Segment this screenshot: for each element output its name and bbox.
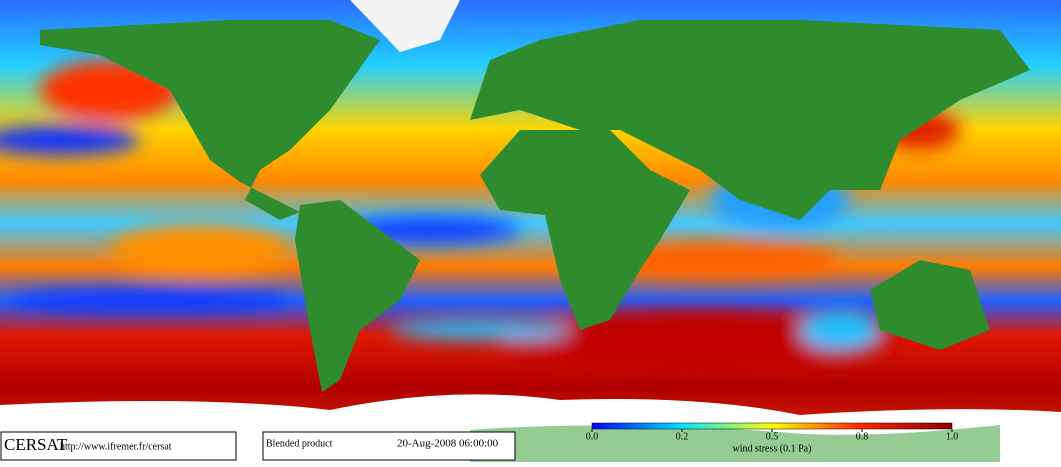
colorbar-tick-label: 0.8 xyxy=(856,431,869,442)
continents xyxy=(40,20,1030,392)
wind-patterns xyxy=(0,60,960,370)
colorbar-tick-label: 0.0 xyxy=(586,431,599,442)
colorbar-tick-label: 0.5 xyxy=(766,431,779,442)
colorbar-tick-label: 1.0 xyxy=(946,431,959,442)
colorbar-label: wind stress (0.1 Pa) xyxy=(733,443,812,454)
colorbar-tick-label: 0.2 xyxy=(676,431,689,442)
url: http://www.ifremer.fr/cersat xyxy=(60,441,172,452)
greenland xyxy=(350,0,460,52)
logo-box xyxy=(0,431,237,461)
timestamp: 20-Aug-2008 06:00:00 xyxy=(397,438,499,450)
antarctica-relief xyxy=(470,425,1000,462)
product: Blended product xyxy=(266,438,333,449)
logo: CERSAT xyxy=(4,435,68,454)
colorbar xyxy=(591,422,953,430)
product-box xyxy=(262,431,516,461)
